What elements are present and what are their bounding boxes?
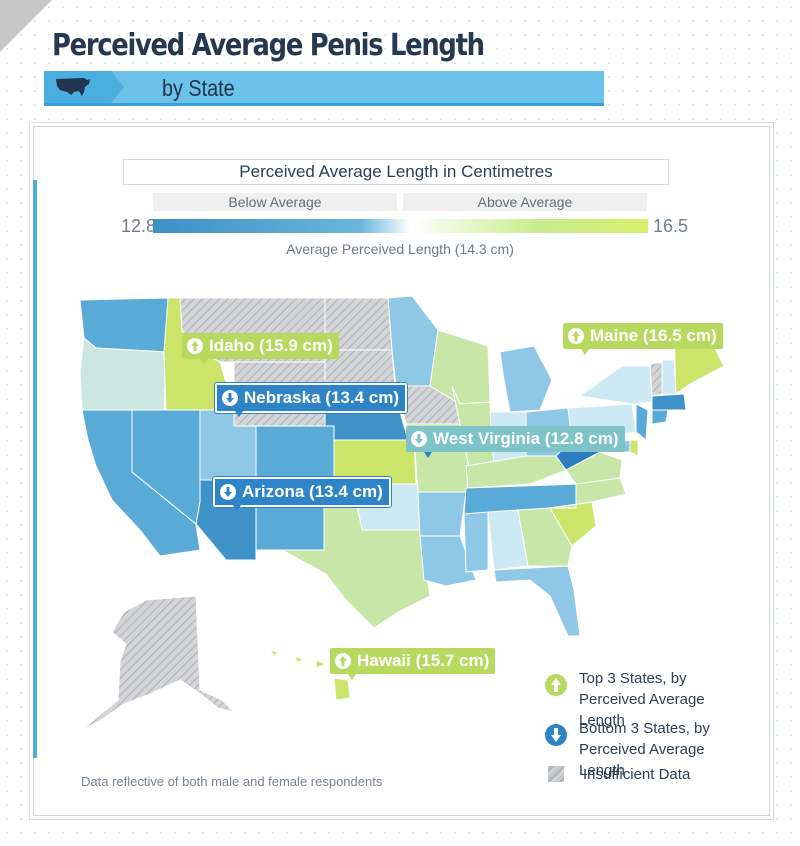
state-washington xyxy=(79,297,169,353)
arrow-down-icon xyxy=(220,484,236,500)
callout-west-virginia: West Virginia (12.8 cm) xyxy=(406,426,625,458)
state-colorado xyxy=(255,425,335,481)
arrow-down-icon xyxy=(222,390,238,406)
legend-insufficient-label: Insufficient Data xyxy=(583,766,691,783)
usa-map-icon xyxy=(44,71,124,103)
state-arkansas xyxy=(417,491,467,537)
callout-arizona: Arizona (13.4 cm) xyxy=(213,477,391,511)
state-new-york xyxy=(578,365,653,405)
state-michigan xyxy=(499,345,553,413)
scale-title: Perceived Average Length in Centimetres xyxy=(123,159,669,185)
state-hawaii xyxy=(268,649,351,701)
panel-accent xyxy=(33,180,37,758)
arrow-up-icon xyxy=(545,674,567,696)
below-average-label: Below Average xyxy=(153,193,397,211)
color-scale-bar xyxy=(153,219,648,233)
state-minnesota xyxy=(387,295,439,387)
callout-maine-label: Maine (16.5 cm) xyxy=(590,326,717,345)
callout-nebraska-label: Nebraska (13.4 cm) xyxy=(244,388,399,407)
callout-hawaii: Hawaii (15.7 cm) xyxy=(330,648,496,680)
state-louisiana xyxy=(419,535,477,587)
scale-average-label: Average Perceived Length (14.3 cm) xyxy=(286,241,514,257)
legend-insufficient: Insufficient Data xyxy=(544,764,690,785)
state-massachusetts xyxy=(651,393,687,411)
callout-idaho-label: Idaho (15.9 cm) xyxy=(209,336,333,355)
scale-max: 16.5 xyxy=(653,216,689,236)
state-mississippi xyxy=(463,511,489,573)
page-title: Perceived Average Penis Length xyxy=(52,28,485,63)
footnote: Data reflective of both male and female … xyxy=(81,774,383,789)
arrow-up-icon xyxy=(187,338,203,354)
above-average-label: Above Average xyxy=(403,193,647,211)
state-alaska xyxy=(81,595,236,731)
callout-maine: Maine (16.5 cm) xyxy=(563,323,723,355)
legend-bottom-label: Bottom 3 States, by Perceived Average Le… xyxy=(579,720,710,779)
legend-top-label: Top 3 States, by Perceived Average Lengt… xyxy=(579,670,705,729)
state-florida xyxy=(493,565,581,637)
state-georgia xyxy=(517,507,573,567)
corner-fold xyxy=(0,0,52,52)
state-connecticut xyxy=(651,409,669,425)
callout-arizona-label: Arizona (13.4 cm) xyxy=(242,482,383,501)
arrow-up-icon xyxy=(568,328,584,344)
state-new-jersey xyxy=(635,403,649,441)
arrow-down-icon xyxy=(411,431,427,447)
legend-top: Top 3 States, by Perceived Average Lengt… xyxy=(544,668,749,731)
subtitle-bar: by State xyxy=(44,71,604,106)
hatch-swatch-icon xyxy=(548,766,564,782)
state-new-hampshire xyxy=(661,359,677,395)
callout-idaho: Idaho (15.9 cm) xyxy=(182,333,339,365)
arrow-up-icon xyxy=(335,653,351,669)
arrow-down-icon xyxy=(545,724,567,746)
callout-west-virginia-label: West Virginia (12.8 cm) xyxy=(433,429,619,448)
scale-min: 12.8 xyxy=(121,216,157,236)
callout-hawaii-label: Hawaii (15.7 cm) xyxy=(357,651,490,670)
callout-nebraska: Nebraska (13.4 cm) xyxy=(215,383,407,417)
state-delaware xyxy=(629,439,639,457)
subtitle: by State xyxy=(162,75,235,101)
legend-bottom: Bottom 3 States, by Perceived Average Le… xyxy=(544,718,749,781)
state-vermont xyxy=(649,361,663,397)
